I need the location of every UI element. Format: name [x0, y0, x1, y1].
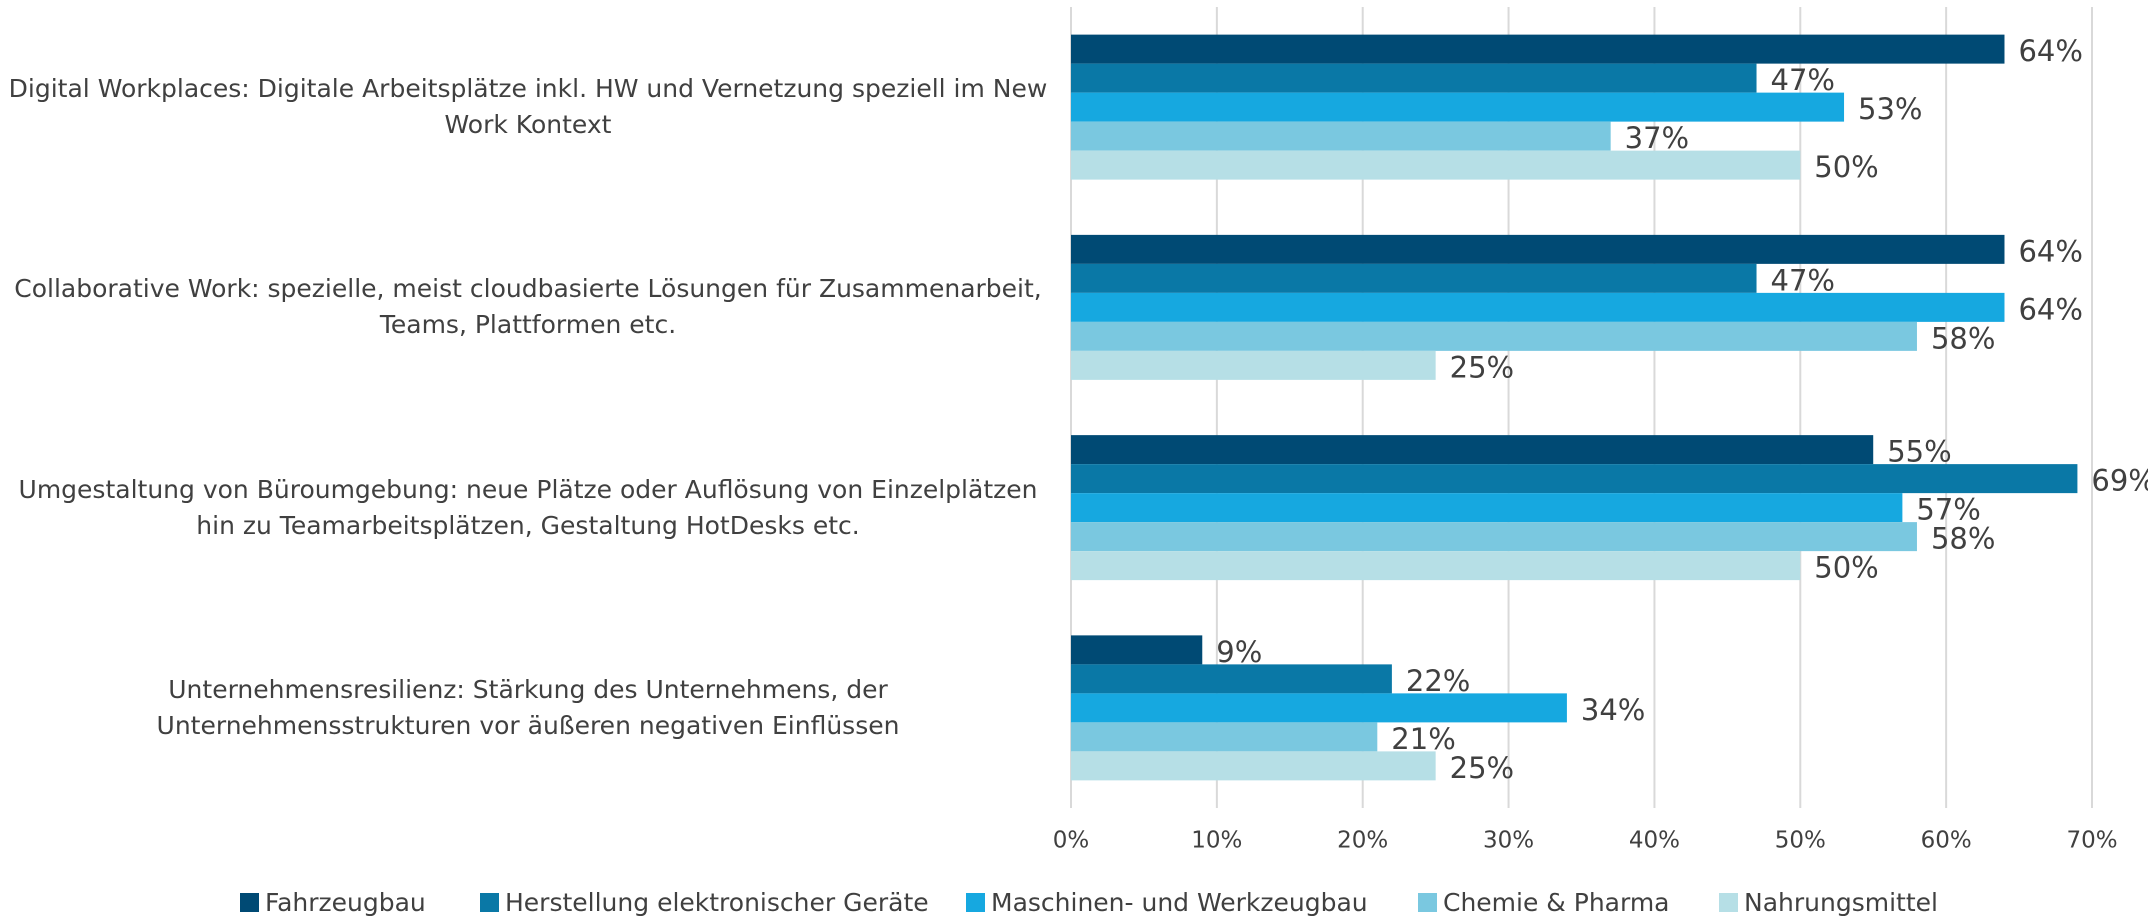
bar: [1071, 63, 1757, 93]
legend-label: Maschinen- und Werkzeugbau: [991, 888, 1368, 917]
value-label: 64%: [2018, 234, 2082, 268]
bar: [1071, 121, 1611, 151]
x-tick-label: 20%: [1337, 828, 1388, 854]
value-label: 58%: [1931, 522, 1995, 556]
x-tick-label: 50%: [1775, 828, 1826, 854]
bar: [1071, 664, 1392, 694]
bar: [1071, 92, 1845, 122]
legend-swatch: [1719, 893, 1738, 912]
bar: [1071, 321, 1917, 351]
bar: [1071, 635, 1203, 665]
legend-label: Herstellung elektronischer Geräte: [505, 888, 929, 917]
value-label: 55%: [1887, 435, 1951, 469]
value-label: 50%: [1814, 551, 1878, 585]
value-label: 57%: [1916, 493, 1980, 527]
value-label: 53%: [1858, 92, 1922, 126]
value-label: 37%: [1625, 121, 1689, 155]
legend-label: Chemie & Pharma: [1443, 888, 1670, 917]
category-label: Umgestaltung von Büroumgebung: neue Plät…: [18, 474, 1038, 540]
category-label: Collaborative Work: spezielle, meist clo…: [14, 274, 1042, 340]
value-label: 22%: [1406, 664, 1470, 698]
bar: [1071, 34, 2005, 64]
legend-swatch: [240, 893, 259, 912]
value-label: 21%: [1391, 722, 1455, 756]
bar: [1071, 150, 1801, 180]
value-label: 64%: [2018, 292, 2082, 326]
value-label: 50%: [1814, 150, 1878, 184]
bar: [1071, 292, 2005, 322]
value-label: 25%: [1450, 350, 1514, 384]
bar: [1071, 435, 1874, 465]
legend-swatch: [480, 893, 499, 912]
category-label: Digital Workplaces: Digitale Arbeitsplät…: [8, 74, 1048, 140]
value-label: 47%: [1771, 63, 1835, 97]
value-label: 69%: [2091, 464, 2148, 498]
legend-swatch: [966, 893, 985, 912]
value-label: 64%: [2018, 34, 2082, 68]
x-tick-label: 70%: [2066, 828, 2117, 854]
value-label: 25%: [1450, 751, 1514, 785]
bar: [1071, 693, 1567, 723]
bar: [1071, 263, 1757, 293]
x-tick-label: 10%: [1191, 828, 1242, 854]
bar: [1071, 234, 2005, 264]
x-tick-label: 0%: [1053, 828, 1090, 854]
value-label: 58%: [1931, 321, 1995, 355]
bar: [1071, 722, 1378, 752]
legend-label: Fahrzeugbau: [265, 888, 426, 917]
legend-swatch: [1418, 893, 1437, 912]
value-label: 47%: [1771, 263, 1835, 297]
bar: [1071, 522, 1917, 552]
value-label: 34%: [1581, 693, 1645, 727]
x-tick-label: 40%: [1629, 828, 1680, 854]
bar: [1071, 350, 1436, 380]
bar: [1071, 551, 1801, 581]
x-tick-label: 30%: [1483, 828, 1534, 854]
bar: [1071, 751, 1436, 781]
x-tick-label: 60%: [1921, 828, 1972, 854]
legend-label: Nahrungsmittel: [1744, 888, 1938, 917]
value-label: 9%: [1216, 635, 1262, 669]
bar: [1071, 493, 1903, 523]
bar: [1071, 464, 2078, 494]
category-label: Unternehmensresilienz: Stärkung des Unte…: [156, 674, 900, 740]
